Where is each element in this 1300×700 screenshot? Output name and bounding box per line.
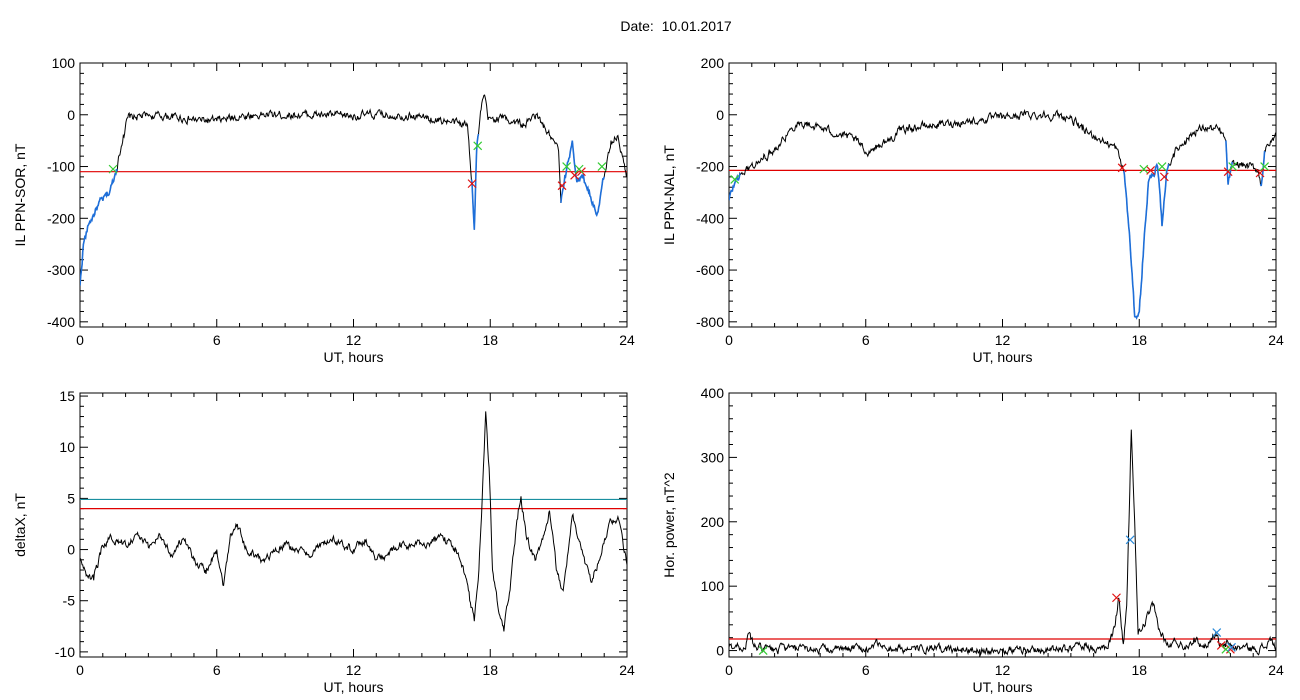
- chart-panel-sor: 0 6 12 18 24 100 0 -100 -200 -300 -400 UT, hours IL …: [12, 55, 635, 365]
- plot-frame: [79, 62, 628, 328]
- x-tick-label: 18: [482, 662, 498, 678]
- marker-red: [557, 181, 567, 191]
- x-tick-label: 18: [482, 332, 498, 348]
- x-axis-label: UT, hours: [324, 349, 384, 365]
- x-tick-label: 0: [76, 662, 84, 678]
- y-tick-label: 100: [701, 578, 725, 594]
- highlight-segment: [560, 140, 605, 217]
- marker-green: [758, 646, 768, 655]
- x-tick-label: 18: [1131, 662, 1147, 678]
- y-axis-label: deltaX, nT: [12, 493, 28, 557]
- x-axis-label: UT, hours: [973, 679, 1033, 695]
- y-tick-label: 200: [701, 55, 725, 71]
- y-tick-label: 400: [701, 385, 725, 401]
- date-title: Date: 10.01.2017: [620, 18, 732, 34]
- chart-panel-power: 0 6 12 18 24 400 300 200 100 0 UT, hours Hor. power…: [661, 385, 1284, 695]
- highlight-segment: [1225, 140, 1233, 185]
- y-tick-label: 0: [67, 542, 75, 558]
- x-tick-label: 0: [725, 662, 733, 678]
- highlight-segment: [1123, 162, 1170, 320]
- y-tick-label: 300: [701, 449, 725, 465]
- y-axis-label: IL PPN-NAL, nT: [661, 145, 677, 245]
- marker-red: [1159, 172, 1169, 182]
- plot-frame: [728, 392, 1277, 658]
- y-tick-label: 0: [716, 107, 724, 123]
- marker-green: [1157, 162, 1167, 171]
- y-tick-label: -300: [47, 262, 75, 278]
- marker-green: [108, 164, 118, 174]
- marker-green: [1228, 162, 1238, 171]
- plot-frame: [79, 392, 628, 658]
- marker-red: [1255, 168, 1265, 178]
- x-tick-label: 24: [1268, 332, 1284, 348]
- x-tick-label: 18: [1131, 332, 1147, 348]
- marker-red: [570, 170, 580, 180]
- marker-blue: [1125, 535, 1135, 545]
- marker-red: [467, 179, 477, 189]
- marker-blue: [1227, 642, 1236, 652]
- x-tick-label: 12: [346, 662, 362, 678]
- marker-red: [1216, 640, 1226, 650]
- marker-red: [1117, 163, 1127, 173]
- y-tick-label: 5: [67, 490, 75, 506]
- y-tick-label: -100: [47, 159, 75, 175]
- x-tick-label: 12: [995, 662, 1011, 678]
- marker-red: [1146, 165, 1156, 175]
- marker-green: [1221, 644, 1231, 654]
- y-tick-label: 15: [59, 388, 75, 404]
- highlight-segment: [80, 168, 118, 286]
- y-axis-label: Hor. power, nT^2: [661, 472, 677, 578]
- y-tick-label: -5: [63, 593, 76, 609]
- marker-green: [730, 175, 740, 184]
- y-tick-label: -600: [696, 262, 724, 278]
- marker-green: [473, 141, 483, 151]
- x-tick-label: 6: [862, 332, 870, 348]
- y-tick-label: 0: [716, 643, 724, 659]
- y-tick-label: -200: [696, 159, 724, 175]
- marker-blue: [1212, 628, 1222, 637]
- y-tick-label: -400: [696, 210, 724, 226]
- x-tick-label: 12: [995, 332, 1011, 348]
- x-tick-label: 6: [213, 662, 221, 678]
- y-tick-label: 0: [67, 107, 75, 123]
- marker-green: [1139, 164, 1149, 174]
- marker-green: [1260, 162, 1270, 171]
- x-tick-label: 24: [619, 332, 635, 348]
- y-tick-label: 200: [701, 514, 725, 530]
- y-tick-label: -800: [696, 314, 724, 330]
- x-axis-label: UT, hours: [973, 349, 1033, 365]
- x-axis-label: UT, hours: [324, 679, 384, 695]
- marker-green: [574, 164, 584, 174]
- x-tick-label: 6: [213, 332, 221, 348]
- x-tick-label: 0: [76, 332, 84, 348]
- y-tick-label: -400: [47, 314, 75, 330]
- y-tick-label: -10: [55, 644, 75, 660]
- y-tick-label: 10: [59, 439, 75, 455]
- chart-panel-nal: 0 6 12 18 24 200 0 -200 -400 -600 -800 UT, hours IL …: [661, 55, 1284, 365]
- series-line: [80, 411, 627, 632]
- x-tick-label: 24: [619, 662, 635, 678]
- plot-frame: [728, 62, 1277, 328]
- marker-green: [562, 162, 572, 171]
- y-tick-label: 100: [52, 55, 76, 71]
- y-tick-label: -200: [47, 210, 75, 226]
- chart-panel-deltax: 0 6 12 18 24 15 10 5 0 -5 -10 UT, hours deltaX, nT: [12, 388, 635, 695]
- y-axis-label: IL PPN-SOR, nT: [12, 143, 28, 246]
- series-line: [80, 94, 627, 286]
- highlight-segment: [470, 133, 480, 230]
- x-tick-label: 24: [1268, 662, 1284, 678]
- marker-green: [597, 162, 607, 171]
- highlight-segment: [729, 173, 741, 201]
- x-tick-label: 12: [346, 332, 362, 348]
- series-line: [729, 429, 1276, 657]
- x-tick-label: 6: [862, 662, 870, 678]
- marker-red: [1112, 593, 1121, 603]
- x-tick-label: 0: [725, 332, 733, 348]
- series-line: [729, 108, 1276, 320]
